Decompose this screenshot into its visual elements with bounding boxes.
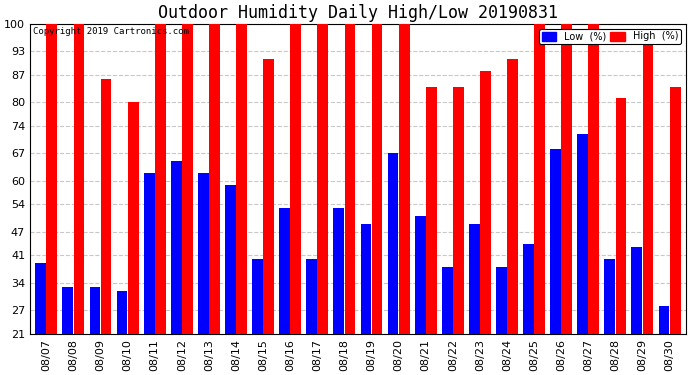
Bar xyxy=(306,259,317,334)
Bar xyxy=(496,267,507,334)
Bar xyxy=(442,267,453,334)
Bar xyxy=(631,248,642,334)
Bar xyxy=(642,36,653,334)
Bar xyxy=(388,153,398,334)
Bar xyxy=(550,149,561,334)
Bar xyxy=(344,24,355,334)
Bar xyxy=(480,71,491,334)
Bar xyxy=(101,79,112,334)
Bar xyxy=(534,24,545,334)
Bar xyxy=(290,24,301,334)
Bar xyxy=(333,208,344,334)
Bar xyxy=(144,173,155,334)
Bar xyxy=(426,87,437,334)
Bar xyxy=(615,98,627,334)
Bar xyxy=(209,24,220,334)
Bar xyxy=(35,263,46,334)
Bar xyxy=(252,259,263,334)
Bar xyxy=(155,24,166,334)
Bar xyxy=(399,24,410,334)
Bar xyxy=(236,24,247,334)
Bar xyxy=(198,173,209,334)
Bar xyxy=(117,291,128,334)
Bar xyxy=(128,102,139,334)
Bar xyxy=(507,59,518,334)
Bar xyxy=(670,87,680,334)
Bar xyxy=(604,259,615,334)
Bar xyxy=(90,287,100,334)
Bar xyxy=(279,208,290,334)
Bar xyxy=(62,287,73,334)
Bar xyxy=(523,243,534,334)
Bar xyxy=(171,161,181,334)
Bar xyxy=(74,24,84,334)
Bar xyxy=(415,216,426,334)
Bar xyxy=(658,306,669,334)
Bar xyxy=(469,224,480,334)
Bar xyxy=(263,59,274,334)
Legend: Low  (%), High  (%): Low (%), High (%) xyxy=(539,28,681,44)
Bar xyxy=(46,24,57,334)
Bar xyxy=(372,24,382,334)
Bar xyxy=(225,184,236,334)
Bar xyxy=(453,87,464,334)
Bar xyxy=(182,24,193,334)
Text: Copyright 2019 Cartronics.com: Copyright 2019 Cartronics.com xyxy=(33,27,189,36)
Bar xyxy=(561,24,572,334)
Bar xyxy=(360,224,371,334)
Bar xyxy=(317,24,328,334)
Bar xyxy=(578,134,588,334)
Title: Outdoor Humidity Daily High/Low 20190831: Outdoor Humidity Daily High/Low 20190831 xyxy=(158,4,558,22)
Bar xyxy=(589,24,599,334)
